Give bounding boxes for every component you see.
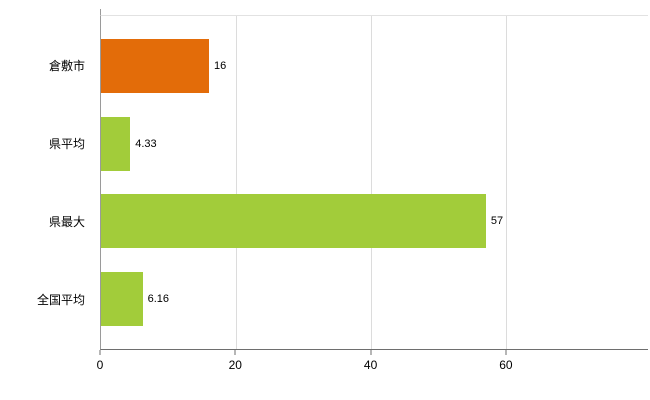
x-axis-tick xyxy=(505,350,507,355)
x-axis-tick-label: 40 xyxy=(363,358,378,372)
x-axis-tick-label: 0 xyxy=(96,358,104,372)
bar-2 xyxy=(101,194,486,249)
x-axis-tick xyxy=(370,350,372,355)
bar-row: 16 xyxy=(101,39,648,94)
gridline xyxy=(371,16,373,349)
bar-3 xyxy=(101,271,143,326)
gridline xyxy=(236,16,238,349)
y-axis-label-0: 倉敷市 xyxy=(48,59,85,74)
bar-value-label: 4.33 xyxy=(135,137,157,150)
x-axis: 0 20 40 60 xyxy=(96,350,648,380)
bar-value-label: 16 xyxy=(214,60,227,73)
bar-rows: 16 4.33 57 6.16 xyxy=(101,16,648,349)
x-axis-tick xyxy=(234,350,236,355)
x-axis-tick-label: 60 xyxy=(499,358,513,372)
bar-row: 6.16 xyxy=(101,271,648,326)
y-axis-label-1: 県平均 xyxy=(48,137,85,152)
y-axis-label-2: 県最大 xyxy=(48,214,85,229)
bar-1 xyxy=(101,116,131,171)
bar-row: 57 xyxy=(101,194,648,249)
y-axis-label-3: 全国平均 xyxy=(36,292,85,307)
bar-value-label: 57 xyxy=(490,215,504,228)
x-axis-tick-label: 20 xyxy=(228,358,242,372)
bar-value-label: 6.16 xyxy=(147,292,170,305)
gridline xyxy=(506,16,508,349)
bar-row: 4.33 xyxy=(101,116,648,171)
bar-0 xyxy=(101,39,210,94)
plot-area: 16 4.33 57 6.16 xyxy=(100,15,648,350)
y-axis-top-tick xyxy=(100,9,101,15)
y-axis-labels: 倉敷市県平均県最大全国平均 xyxy=(0,15,92,350)
x-axis-tick xyxy=(99,350,101,355)
